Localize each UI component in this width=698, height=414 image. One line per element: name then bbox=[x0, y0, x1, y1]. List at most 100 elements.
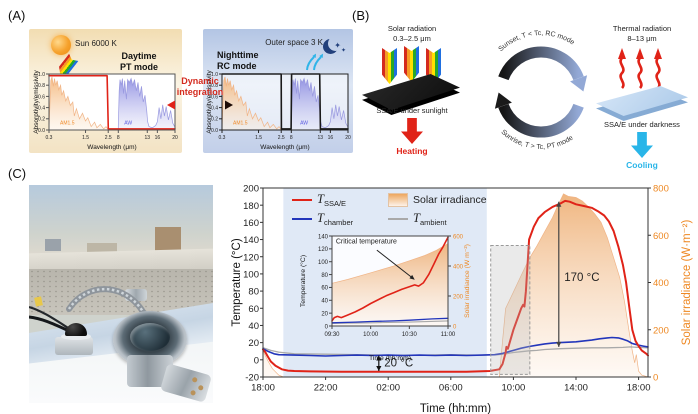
photo-building bbox=[45, 239, 61, 251]
sun-temp-label: Sun 6000 K bbox=[75, 39, 117, 48]
outer-space-label: Outer space 3 K bbox=[265, 38, 323, 47]
svg-text:AM1.5: AM1.5 bbox=[60, 120, 75, 126]
svg-text:20: 20 bbox=[321, 311, 328, 317]
sun-icon bbox=[51, 35, 71, 55]
svg-text:40: 40 bbox=[321, 299, 328, 305]
pyranometer-dome bbox=[65, 323, 87, 336]
svg-text:200: 200 bbox=[243, 184, 259, 195]
svg-text:22:00: 22:00 bbox=[314, 383, 338, 394]
panel-c-label: (C) bbox=[8, 166, 27, 181]
solar-heating-diagram: Solar radiation 0.3–2.5 μm SSA/E under s… bbox=[356, 24, 468, 156]
legend-label: TSSA/E bbox=[317, 192, 347, 209]
outdoor-test-chart: 18:00 22:00 02:00 06:00 10:00 14:00 18:00 -20 0 2… bbox=[230, 172, 698, 414]
svg-text:0: 0 bbox=[653, 373, 658, 384]
nighttime-rc-panel: Outer space 3 K ✦ ✦ Nighttime RC mode 0.… bbox=[203, 29, 353, 153]
solar-radiation-label: Solar radiation bbox=[387, 24, 437, 33]
legend-label: Tchamber bbox=[317, 211, 354, 228]
dynamic-label-line1: Dynamic bbox=[181, 76, 219, 86]
gray-line-swatch-icon bbox=[388, 218, 408, 221]
svg-text:Time (hh:mm): Time (hh:mm) bbox=[420, 403, 491, 414]
svg-text:1.5: 1.5 bbox=[255, 135, 262, 141]
svg-text:0: 0 bbox=[254, 355, 259, 366]
dynamic-label-line2: integration bbox=[176, 86, 224, 97]
cycle-top-arc bbox=[498, 46, 584, 81]
svg-text:Solar irradiance (W m⁻²): Solar irradiance (W m⁻²) bbox=[464, 244, 471, 318]
legend-label: Tambient bbox=[413, 211, 447, 228]
svg-text:20: 20 bbox=[248, 338, 259, 349]
svg-text:16: 16 bbox=[155, 135, 161, 141]
svg-text:11:00: 11:00 bbox=[441, 332, 456, 338]
day-night-cycle-diagram: Sunset, T < Tc, RC mode Sunrise, T > Tc,… bbox=[494, 30, 588, 151]
star-icon: ✦ bbox=[340, 48, 346, 54]
svg-text:Absorptivity/emissivity: Absorptivity/emissivity bbox=[206, 69, 213, 133]
svg-text:20 °C: 20 °C bbox=[384, 358, 413, 370]
svg-text:0.6: 0.6 bbox=[211, 94, 218, 100]
chart-legend: TSSA/E Solar irradiance Tchamber Tambien… bbox=[292, 192, 487, 227]
svg-text:80: 80 bbox=[248, 287, 259, 298]
pyranometer-disc bbox=[61, 333, 91, 340]
thermal-radiation-label: Thermal radiation bbox=[612, 24, 672, 33]
svg-text:8: 8 bbox=[290, 135, 293, 141]
svg-text:20: 20 bbox=[172, 135, 178, 141]
svg-text:0.2: 0.2 bbox=[211, 117, 218, 123]
nighttime-mode-label: Nighttime RC mode bbox=[217, 50, 279, 73]
legend-item-tchamber: Tchamber bbox=[292, 211, 388, 227]
daytime-pt-panel: Sun 6000 K Daytime PT mode 0.3 1.5 2.5 8 13 1… bbox=[29, 29, 182, 153]
svg-text:1.5: 1.5 bbox=[82, 135, 89, 141]
inset-morning-chart: 09:30 10:00 10:30 11:00 0 20 40 60 80 100 120 140 0 2… bbox=[299, 234, 471, 362]
svg-text:2.5: 2.5 bbox=[278, 135, 285, 141]
daytime-mode-line2: PT mode bbox=[119, 62, 158, 73]
main-temperature-chart: 18:00 22:00 02:00 06:00 10:00 14:00 18:00-2002… bbox=[231, 184, 693, 414]
svg-text:600: 600 bbox=[653, 231, 669, 242]
svg-text:0: 0 bbox=[453, 324, 457, 330]
pt-spectrum-chart: 0.3 1.5 2.5 8 13 16 20 0.0 0.2 0.4 0.6 0.8 1.0 Wavele… bbox=[33, 69, 178, 151]
svg-text:Wavelength (μm): Wavelength (μm) bbox=[87, 144, 136, 151]
ssa-darkness-caption: SSA/E under darkness bbox=[604, 120, 680, 129]
dynamic-integration-label: Dynamic integration bbox=[160, 76, 240, 98]
legend-item-tssae: TSSA/E bbox=[292, 192, 388, 208]
svg-text:20: 20 bbox=[345, 135, 351, 141]
legend-item-solar-irradiance: Solar irradiance bbox=[388, 193, 487, 208]
svg-text:0.0: 0.0 bbox=[38, 128, 45, 134]
svg-text:09:30: 09:30 bbox=[324, 332, 340, 338]
svg-text:60: 60 bbox=[321, 286, 328, 292]
cycle-bottom-arc bbox=[498, 103, 584, 138]
svg-text:13: 13 bbox=[317, 135, 323, 141]
svg-text:10:00: 10:00 bbox=[502, 383, 526, 394]
svg-text:0.6: 0.6 bbox=[38, 94, 45, 100]
svg-text:0.4: 0.4 bbox=[211, 106, 218, 112]
svg-text:0.2: 0.2 bbox=[38, 117, 45, 123]
svg-text:100: 100 bbox=[243, 270, 259, 281]
svg-text:Wavelength (μm): Wavelength (μm) bbox=[260, 144, 309, 151]
svg-text:800: 800 bbox=[653, 184, 669, 195]
red-line-swatch-icon bbox=[292, 199, 312, 202]
star-icon: ✦ bbox=[334, 41, 341, 50]
rooftop-experiment-photo bbox=[29, 185, 213, 403]
cooling-label: Cooling bbox=[626, 160, 658, 170]
svg-text:200: 200 bbox=[653, 325, 669, 336]
svg-text:02:00: 02:00 bbox=[376, 383, 400, 394]
svg-text:180: 180 bbox=[243, 201, 259, 212]
svg-text:18:00: 18:00 bbox=[627, 383, 651, 394]
inset-chart-container: 09:30 10:00 10:30 11:00 0 20 40 60 80 100 120 140 0 2… bbox=[296, 224, 476, 362]
svg-text:8: 8 bbox=[117, 135, 120, 141]
solar-rainbow-arrow-icon bbox=[382, 48, 397, 84]
cooling-arrow-icon bbox=[631, 132, 653, 158]
solar-irradiance-swatch-icon bbox=[388, 193, 408, 208]
svg-text:600: 600 bbox=[453, 234, 464, 240]
daytime-mode-line1: Daytime bbox=[121, 51, 157, 61]
solar-band-label: 0.3–2.5 μm bbox=[393, 34, 431, 43]
svg-text:0.8: 0.8 bbox=[211, 83, 218, 89]
svg-text:170 °C: 170 °C bbox=[564, 272, 599, 284]
svg-text:16: 16 bbox=[328, 135, 334, 141]
panel-b-label: (B) bbox=[352, 8, 370, 23]
photo-building bbox=[87, 243, 117, 252]
svg-text:1.0: 1.0 bbox=[38, 72, 45, 78]
svg-text:AW: AW bbox=[300, 120, 308, 126]
svg-text:160: 160 bbox=[243, 218, 259, 229]
svg-text:AW: AW bbox=[124, 120, 132, 126]
svg-text:80: 80 bbox=[321, 273, 328, 279]
svg-text:100: 100 bbox=[318, 260, 329, 266]
svg-text:18:00: 18:00 bbox=[251, 383, 275, 394]
